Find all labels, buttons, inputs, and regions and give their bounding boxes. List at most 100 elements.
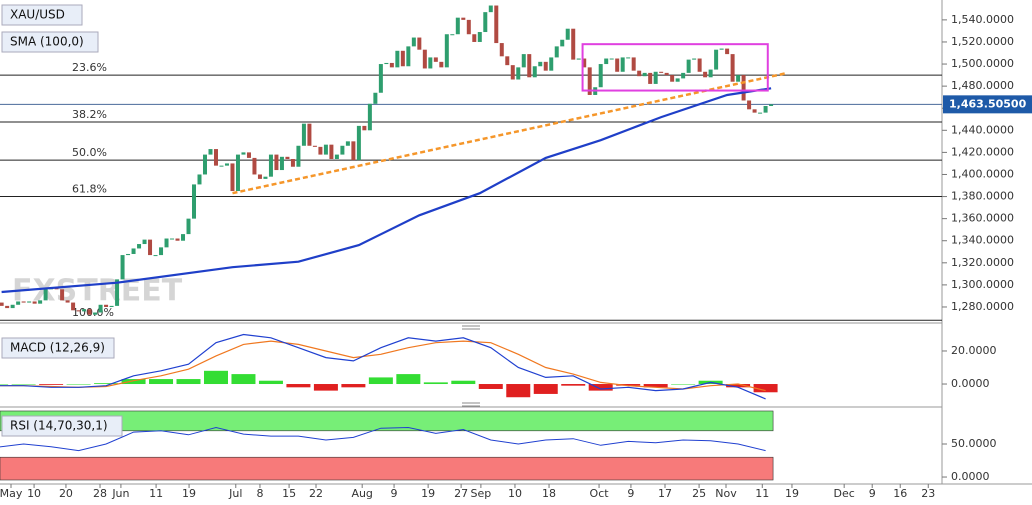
- candle: [279, 156, 284, 171]
- panel-title: RSI (14,70,30,1): [10, 419, 108, 433]
- x-tick-label: Jul: [228, 487, 242, 500]
- candle: [428, 57, 433, 69]
- candle: [65, 300, 70, 303]
- y-tick-label: 1,400.0000: [951, 167, 1014, 180]
- candle: [703, 71, 708, 78]
- candle: [142, 239, 147, 245]
- y-tick-label: 0.0000: [951, 377, 990, 390]
- candle: [131, 248, 136, 254]
- candle: [527, 54, 532, 78]
- x-tick-label: 10: [508, 487, 522, 500]
- candle: [637, 70, 642, 77]
- x-tick-label: 8: [256, 487, 263, 500]
- candle: [115, 279, 120, 306]
- candle: [472, 34, 477, 42]
- x-tick-label: 9: [627, 487, 634, 500]
- watermark: FXSTREET: [12, 274, 183, 309]
- y-tick-label: 1,500.0000: [951, 57, 1014, 70]
- candle: [170, 238, 175, 240]
- candle: [549, 57, 554, 71]
- candle: [769, 104, 774, 107]
- candle: [137, 244, 142, 249]
- candle: [571, 28, 576, 60]
- fib-label: 100.0%: [72, 306, 114, 319]
- candle: [323, 144, 328, 155]
- histogram-bar: [231, 374, 256, 385]
- histogram-bar: [149, 379, 174, 385]
- candle: [609, 58, 614, 60]
- x-tick-label: Nov: [715, 487, 737, 500]
- candle: [10, 304, 15, 309]
- x-tick-label: 16: [893, 487, 907, 500]
- candle: [126, 253, 131, 256]
- x-tick-label: 23: [921, 487, 935, 500]
- candle: [631, 57, 636, 71]
- candle: [252, 157, 257, 175]
- rsi-line: [0, 426, 766, 452]
- histogram-bar: [396, 374, 421, 385]
- candle: [246, 152, 251, 158]
- candle: [653, 71, 658, 84]
- candle: [290, 159, 295, 167]
- candle: [538, 61, 543, 67]
- candle: [675, 78, 680, 82]
- x-tick-label: 9: [391, 487, 398, 500]
- candle: [648, 72, 653, 84]
- candle: [697, 58, 702, 72]
- candle: [345, 141, 350, 146]
- candle: [758, 112, 763, 114]
- candle: [87, 309, 92, 315]
- x-tick-label: 25: [692, 487, 706, 500]
- range-box: [581, 43, 769, 92]
- candle: [274, 154, 279, 171]
- candle: [450, 34, 455, 36]
- candle: [296, 145, 301, 167]
- candle: [153, 255, 158, 257]
- candle: [604, 58, 609, 65]
- panel-handle[interactable]: [462, 325, 480, 330]
- x-tick-label: 15: [282, 487, 296, 500]
- signal-line: [0, 340, 766, 392]
- y-tick-label: 1,540.0000: [951, 13, 1014, 26]
- candle: [334, 154, 339, 160]
- candle: [82, 309, 87, 312]
- x-tick-label: 19: [182, 487, 196, 500]
- panel-handle[interactable]: [462, 402, 480, 407]
- candle: [120, 255, 125, 280]
- candle: [582, 58, 587, 68]
- candle: [235, 154, 240, 192]
- candle: [104, 304, 109, 307]
- candle: [389, 62, 394, 68]
- candle: [719, 48, 724, 50]
- candle: [175, 238, 180, 241]
- candle: [362, 125, 367, 131]
- x-tick-label: 10: [27, 487, 41, 500]
- candle: [543, 61, 548, 71]
- candle: [422, 49, 427, 69]
- candle: [554, 46, 559, 58]
- candle: [367, 103, 372, 131]
- candle: [71, 302, 76, 311]
- candle: [615, 58, 620, 72]
- histogram-bar: [506, 384, 531, 398]
- candle: [384, 62, 389, 65]
- candle: [499, 43, 504, 57]
- candle: [747, 100, 752, 110]
- y-tick-label: 1,380.0000: [951, 190, 1014, 203]
- candle: [230, 163, 235, 192]
- candle: [708, 69, 713, 78]
- candle: [202, 154, 207, 175]
- candle: [532, 66, 537, 78]
- y-tick-label: 50.0000: [951, 437, 997, 450]
- candle: [565, 28, 570, 40]
- candle: [16, 301, 21, 305]
- trend-line: [232, 71, 788, 195]
- candle: [224, 163, 229, 166]
- x-tick-label: 9: [869, 487, 876, 500]
- histogram-bar: [203, 370, 228, 385]
- y-tick-label: 20.0000: [951, 344, 997, 357]
- candle: [752, 109, 757, 113]
- candle: [213, 149, 218, 166]
- macd-line: [0, 333, 766, 400]
- candle: [642, 72, 647, 77]
